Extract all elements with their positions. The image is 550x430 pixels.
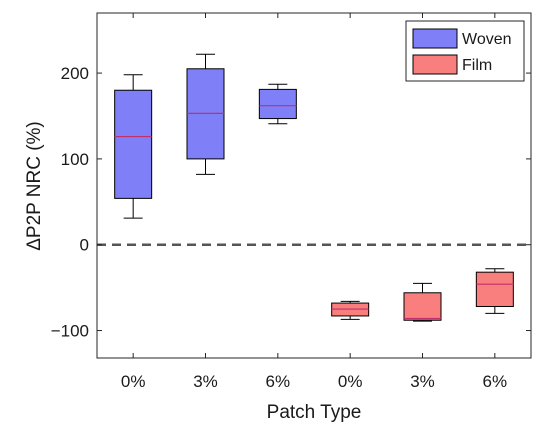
legend-swatch-film bbox=[412, 54, 458, 75]
plot-frame bbox=[96, 12, 532, 359]
x-axis-ticks: 0% 3% 6% 0% 3% 6% bbox=[121, 13, 507, 391]
y-axis-label: ΔP2P NRC (%) bbox=[24, 121, 45, 251]
legend-label-woven: Woven bbox=[462, 31, 512, 48]
iqr-box bbox=[475, 271, 514, 308]
y-tick-label: 100 bbox=[61, 150, 89, 169]
y-axis-ticks: −100 0 100 200 bbox=[51, 64, 531, 341]
iqr-box bbox=[258, 88, 297, 120]
x-tick-label: 6% bbox=[266, 372, 291, 391]
y-tick-label: 0 bbox=[80, 236, 89, 255]
box-woven-3pct bbox=[186, 53, 225, 175]
box-film-0pct bbox=[331, 300, 370, 320]
boxes-layer bbox=[114, 53, 514, 322]
box-woven-0pct bbox=[114, 74, 153, 219]
x-tick-label: 3% bbox=[193, 372, 218, 391]
iqr-box bbox=[403, 292, 442, 321]
x-axis-label: Patch Type bbox=[267, 402, 362, 423]
x-tick-label: 6% bbox=[483, 372, 508, 391]
box-woven-6pct bbox=[258, 83, 297, 125]
legend-label-film: Film bbox=[462, 57, 492, 74]
box-film-3pct bbox=[403, 282, 442, 322]
iqr-box bbox=[114, 89, 153, 199]
legend-swatch-woven bbox=[412, 28, 458, 49]
legend: Woven Film bbox=[405, 20, 525, 82]
x-tick-label: 0% bbox=[338, 372, 363, 391]
box-film-6pct bbox=[475, 268, 514, 314]
y-tick-label: −100 bbox=[51, 322, 89, 341]
x-tick-label: 3% bbox=[410, 372, 435, 391]
y-tick-label: 200 bbox=[61, 64, 89, 83]
x-tick-label: 0% bbox=[121, 372, 146, 391]
